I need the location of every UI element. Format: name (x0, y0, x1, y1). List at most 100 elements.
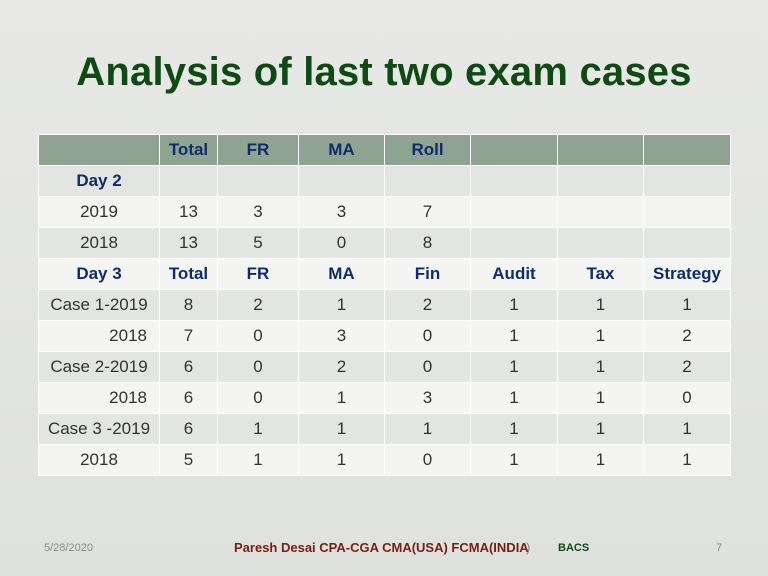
footer-author-close: ) (526, 540, 531, 555)
table-cell (643, 196, 731, 228)
table-cell: 2 (643, 320, 731, 352)
table-cell: 7 (159, 320, 218, 352)
table-cell: 0 (384, 444, 471, 476)
table-row: Case 2-2019 6 0 2 0 1 1 2 (38, 351, 731, 383)
table-cell: 1 (643, 289, 731, 321)
table-cell: 3 (384, 382, 471, 414)
table-cell: 0 (217, 320, 299, 352)
table-cell (298, 165, 385, 197)
table-cell (557, 196, 644, 228)
row-label: Day 2 (38, 165, 160, 197)
subheader-cell: Strategy (643, 258, 731, 290)
header-cell (38, 134, 160, 166)
table-cell: 5 (159, 444, 218, 476)
subheader-cell: FR (217, 258, 299, 290)
table-cell: 13 (159, 196, 218, 228)
table-cell (384, 165, 471, 197)
table-row: 2018 13 5 0 8 (38, 227, 731, 259)
table-cell: 2 (384, 289, 471, 321)
footer-date: 5/28/2020 (44, 542, 93, 554)
table-cell: 0 (298, 227, 385, 259)
table-cell: 0 (643, 382, 731, 414)
row-label: Day 3 (38, 258, 160, 290)
header-cell: Total (159, 134, 218, 166)
table-cell (159, 165, 218, 197)
table-cell: 3 (217, 196, 299, 228)
subheader-cell: Total (159, 258, 218, 290)
row-label: Case 1-2019 (38, 289, 160, 321)
row-label: 2018 (38, 444, 160, 476)
table-cell: 0 (217, 351, 299, 383)
table-cell: 1 (470, 444, 558, 476)
table-cell (470, 196, 558, 228)
header-cell (470, 134, 558, 166)
table-cell (557, 165, 644, 197)
table-cell: 1 (470, 289, 558, 321)
table-cell: 1 (557, 320, 644, 352)
table-cell: 1 (217, 413, 299, 445)
row-label: 2018 (38, 227, 160, 259)
subheader-cell: Fin (384, 258, 471, 290)
table-cell: 13 (159, 227, 218, 259)
subheader-cell: Audit (470, 258, 558, 290)
header-cell: FR (217, 134, 299, 166)
table-cell (643, 227, 731, 259)
table-cell: 1 (557, 289, 644, 321)
table-row: 2019 13 3 3 7 (38, 196, 731, 228)
table-cell: 2 (643, 351, 731, 383)
header-cell (643, 134, 731, 166)
table-cell: 1 (217, 444, 299, 476)
table-cell (470, 227, 558, 259)
table-cell: 0 (384, 351, 471, 383)
table-cell (643, 165, 731, 197)
table-cell (557, 227, 644, 259)
table-cell: 1 (557, 382, 644, 414)
table-row: Day 2 (38, 165, 731, 197)
table-row: 2018 5 1 1 0 1 1 1 (38, 444, 731, 476)
table-header-row: Total FR MA Roll (38, 134, 731, 166)
table-cell: 0 (217, 382, 299, 414)
table-cell: 1 (470, 351, 558, 383)
row-label: Case 3 -2019 (38, 413, 160, 445)
table-cell: 2 (217, 289, 299, 321)
table-cell (217, 165, 299, 197)
table-cell: 1 (643, 444, 731, 476)
table-cell: 3 (298, 196, 385, 228)
footer-page-number: 7 (716, 542, 723, 554)
table-cell: 1 (557, 444, 644, 476)
table-row: 2018 7 0 3 0 1 1 2 (38, 320, 731, 352)
header-cell (557, 134, 644, 166)
table-cell (470, 165, 558, 197)
header-cell: MA (298, 134, 385, 166)
footer-org: BACS (558, 542, 590, 554)
table-cell: 1 (470, 413, 558, 445)
table-cell: 1 (298, 289, 385, 321)
subheader-cell: MA (298, 258, 385, 290)
row-label: 2019 (38, 196, 160, 228)
exam-analysis-table: Total FR MA Roll Day 2 2019 13 3 3 7 201… (38, 134, 731, 476)
table-cell: 5 (217, 227, 299, 259)
table-row: Case 3 -2019 6 1 1 1 1 1 1 (38, 413, 731, 445)
table-cell: 1 (557, 351, 644, 383)
table-subheader-row: Day 3 Total FR MA Fin Audit Tax Strategy (38, 258, 731, 290)
subheader-cell: Tax (557, 258, 644, 290)
row-label: Case 2-2019 (38, 351, 160, 383)
table-cell: 0 (384, 320, 471, 352)
table-cell: 2 (298, 351, 385, 383)
table-cell: 6 (159, 382, 218, 414)
table-cell: 1 (298, 413, 385, 445)
table-cell: 8 (384, 227, 471, 259)
header-cell: Roll (384, 134, 471, 166)
table-cell: 3 (298, 320, 385, 352)
row-label: 2018 (38, 382, 160, 414)
row-label: 2018 (38, 320, 160, 352)
table-cell: 1 (470, 320, 558, 352)
table-cell: 1 (298, 444, 385, 476)
table-cell: 1 (298, 382, 385, 414)
table-cell: 8 (159, 289, 218, 321)
table-row: Case 1-2019 8 2 1 2 1 1 1 (38, 289, 731, 321)
table-cell: 1 (470, 382, 558, 414)
table-cell: 1 (643, 413, 731, 445)
table-cell: 1 (384, 413, 471, 445)
table-cell: 7 (384, 196, 471, 228)
